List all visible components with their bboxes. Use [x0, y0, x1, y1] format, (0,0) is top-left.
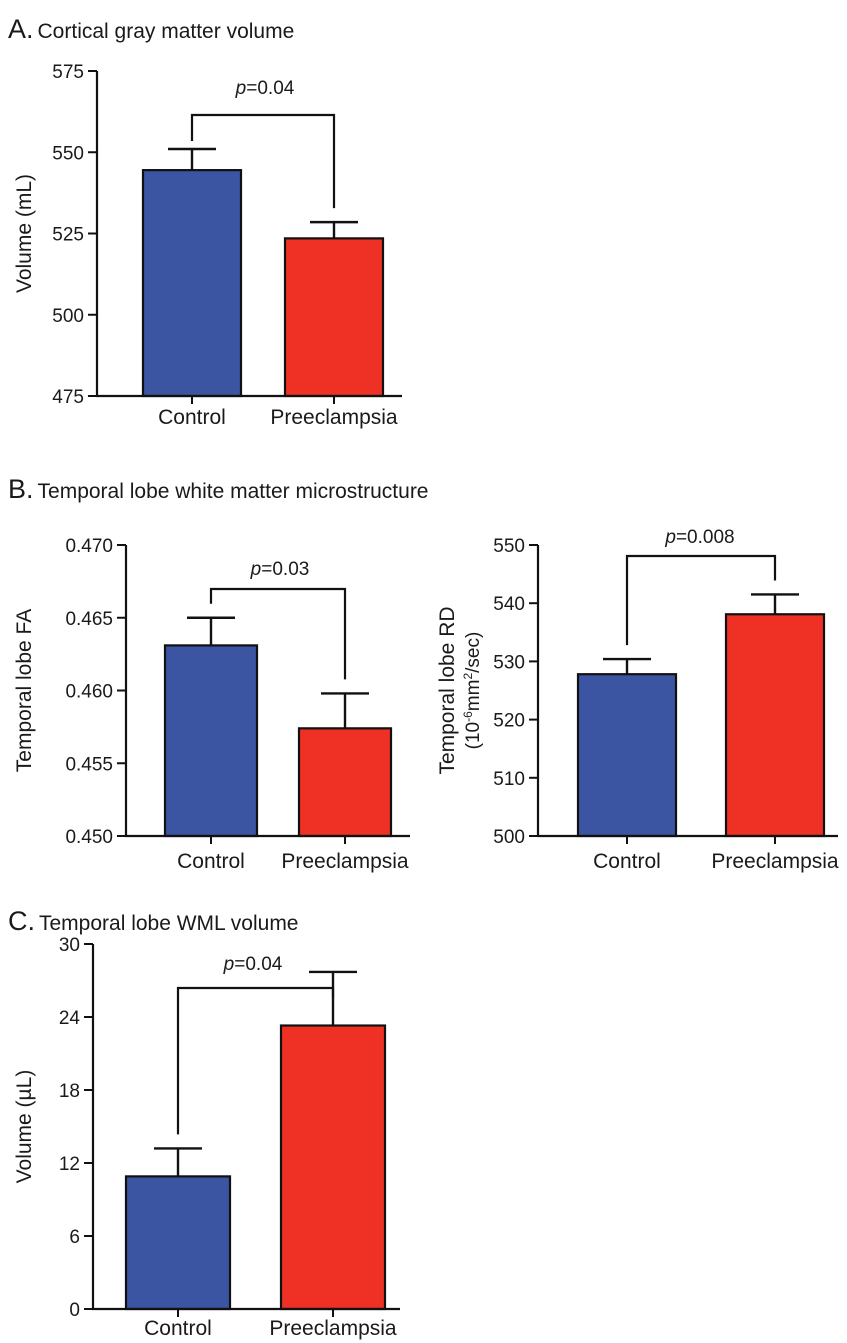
significance-bracket	[625, 554, 777, 646]
y-tick-label: 24	[59, 1008, 81, 1029]
chart-1: Control Preeclampsia 475 500 525 550 575 Volume…	[13, 62, 402, 429]
panel-b-title-text: Temporal lobe white matter microstructur…	[37, 480, 429, 503]
bar-control	[124, 1175, 232, 1311]
p-value-label: p=0.03	[250, 559, 310, 580]
y-tick-label: 510	[493, 769, 525, 790]
y-tick-label: 575	[52, 62, 84, 83]
panel-c-title-text: Temporal lobe WML volume	[39, 912, 299, 935]
category-label-preeclampsia: Preeclampsia	[270, 406, 398, 429]
bar-preeclampsia	[283, 237, 385, 398]
y-axis-label: Temporal lobe RD	[436, 606, 459, 774]
y-tick-label: 550	[493, 536, 525, 557]
panel-c-title: C. Temporal lobe WML volume	[8, 906, 299, 937]
category-label-control: Control	[593, 850, 661, 873]
y-tick-label: 0.460	[65, 682, 113, 703]
y-tick-label: 18	[59, 1081, 80, 1102]
panel-c-letter: C.	[8, 906, 35, 936]
panel-b-title: B. Temporal lobe white matter microstruct…	[8, 474, 429, 505]
panel-a-title: A. Cortical gray matter volume	[8, 14, 294, 45]
chart-3: Control Preeclampsia 500 510 520 530 540 550 Tem…	[436, 527, 839, 873]
category-label-preeclampsia: Preeclampsia	[269, 1317, 397, 1340]
y-tick-label: 0.470	[65, 536, 113, 557]
category-label-preeclampsia: Preeclampsia	[281, 850, 409, 873]
p-value-label: p=0.04	[235, 78, 295, 99]
y-tick-label: 0.455	[65, 754, 113, 775]
bar-preeclampsia	[279, 1024, 387, 1311]
category-label-control: Control	[177, 850, 245, 873]
panel-a-letter: A.	[8, 14, 34, 44]
panel-a-title-text: Cortical gray matter volume	[37, 20, 295, 43]
y-tick-label: 30	[59, 935, 80, 956]
significance-bracket	[176, 986, 335, 1135]
category-label-control: Control	[158, 406, 226, 429]
bar-control	[141, 169, 243, 398]
y-tick-label: 0.465	[65, 609, 113, 630]
p-value-label: p=0.008	[664, 527, 734, 548]
significance-bracket	[209, 587, 347, 680]
y-tick-label: 530	[493, 652, 525, 673]
y-axis-label-units: (10-6mm2/sec)	[461, 632, 484, 750]
y-axis-label: Volume (µL)	[13, 1070, 36, 1184]
y-axis-label: Temporal lobe FA	[13, 609, 36, 772]
y-tick-label: 500	[52, 306, 84, 327]
panel-b-letter: B.	[8, 474, 34, 504]
y-tick-label: 12	[59, 1154, 80, 1175]
category-label-preeclampsia: Preeclampsia	[711, 850, 839, 873]
p-value-label: p=0.04	[223, 954, 283, 975]
y-tick-label: 0.450	[65, 827, 113, 848]
chart-2: Control Preeclampsia 0.450 0.455 0.460 0.465 0…	[13, 536, 410, 873]
category-label-control: Control	[144, 1317, 212, 1340]
bar-preeclampsia	[724, 613, 826, 838]
significance-bracket	[190, 113, 336, 209]
y-tick-label: 550	[52, 143, 84, 164]
bar-preeclampsia	[297, 727, 393, 838]
bar-control	[163, 644, 259, 838]
y-axis-label: Volume (mL)	[13, 174, 36, 293]
y-tick-label: 525	[52, 225, 84, 246]
y-tick-label: 475	[52, 387, 84, 408]
chart-4: Control Preeclampsia 0 6 12 18 24 30 Volume (µL)…	[13, 935, 400, 1340]
y-tick-label: 520	[493, 711, 525, 732]
y-tick-label: 540	[493, 594, 525, 615]
y-tick-label: 500	[493, 827, 525, 848]
bar-control	[576, 673, 678, 838]
y-tick-label: 6	[69, 1227, 80, 1248]
y-tick-label: 0	[69, 1300, 80, 1321]
